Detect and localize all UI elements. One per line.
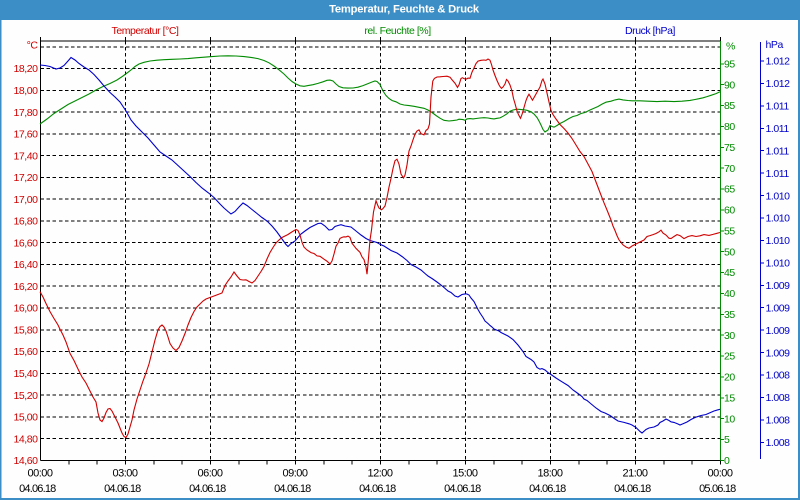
svg-text:35: 35 [724, 309, 735, 321]
svg-text:10: 10 [724, 413, 735, 425]
svg-text:50: 50 [724, 246, 735, 258]
svg-text:12:00: 12:00 [367, 468, 392, 480]
svg-text:40: 40 [724, 288, 735, 300]
svg-text:1.009: 1.009 [766, 280, 791, 292]
svg-text:15,40: 15,40 [13, 368, 38, 380]
svg-text:1.010: 1.010 [766, 213, 791, 225]
svg-text:06:00: 06:00 [197, 468, 222, 480]
svg-text:18,20: 18,20 [13, 63, 38, 75]
svg-text:Temperatur [°C]: Temperatur [°C] [112, 25, 179, 37]
svg-text:hPa: hPa [766, 39, 784, 51]
svg-text:04.06.18: 04.06.18 [529, 483, 566, 495]
svg-text:1.012: 1.012 [766, 56, 791, 68]
svg-text:45: 45 [724, 267, 735, 279]
svg-text:04.06.18: 04.06.18 [19, 483, 56, 495]
svg-text:14,80: 14,80 [13, 433, 38, 445]
svg-text:16,20: 16,20 [13, 281, 38, 293]
svg-text:25: 25 [724, 351, 735, 363]
svg-text:80: 80 [724, 121, 735, 133]
svg-text:1.009: 1.009 [766, 325, 791, 337]
svg-text:16,80: 16,80 [13, 216, 38, 228]
svg-text:17,60: 17,60 [13, 129, 38, 141]
svg-text:1.008: 1.008 [766, 392, 791, 404]
svg-text:17,40: 17,40 [13, 150, 38, 162]
svg-text:04.06.18: 04.06.18 [189, 483, 226, 495]
svg-text:15,20: 15,20 [13, 390, 38, 402]
svg-text:15,00: 15,00 [13, 412, 38, 424]
svg-text:04.06.18: 04.06.18 [614, 483, 651, 495]
svg-text:17,20: 17,20 [13, 172, 38, 184]
svg-text:1.011: 1.011 [766, 101, 790, 113]
svg-text:1.008: 1.008 [766, 370, 791, 382]
svg-text:20: 20 [724, 372, 735, 384]
svg-text:1.010: 1.010 [766, 235, 791, 247]
svg-text:18:00: 18:00 [537, 468, 562, 480]
svg-text:16,40: 16,40 [13, 259, 38, 271]
svg-text:1.012: 1.012 [766, 78, 791, 90]
svg-text:°C: °C [27, 40, 39, 52]
svg-text:21:00: 21:00 [622, 468, 647, 480]
svg-text:15: 15 [724, 393, 735, 405]
svg-text:1.009: 1.009 [766, 347, 791, 359]
svg-text:04.06.18: 04.06.18 [359, 483, 396, 495]
svg-text:16,60: 16,60 [13, 237, 38, 249]
svg-text:1.011: 1.011 [766, 145, 790, 157]
svg-text:14,60: 14,60 [13, 455, 38, 467]
svg-text:95: 95 [724, 59, 735, 71]
svg-text:65: 65 [724, 184, 735, 196]
svg-text:Temperatur, Feuchte & Druck: Temperatur, Feuchte & Druck [329, 4, 480, 16]
svg-text:1.008: 1.008 [766, 437, 791, 449]
svg-text:04.06.18: 04.06.18 [274, 483, 311, 495]
svg-text:60: 60 [724, 205, 735, 217]
svg-text:55: 55 [724, 226, 735, 238]
svg-text:00:00: 00:00 [707, 468, 732, 480]
svg-text:1.011: 1.011 [766, 168, 790, 180]
svg-text:15,60: 15,60 [13, 346, 38, 358]
svg-text:09:00: 09:00 [282, 468, 307, 480]
svg-text:15,80: 15,80 [13, 325, 38, 337]
svg-text:30: 30 [724, 330, 735, 342]
svg-text:03:00: 03:00 [112, 468, 137, 480]
svg-text:05.06.18: 05.06.18 [699, 483, 736, 495]
svg-text:1.008: 1.008 [766, 415, 791, 427]
svg-text:Druck [hPa]: Druck [hPa] [625, 25, 675, 37]
svg-text:17,80: 17,80 [13, 107, 38, 119]
svg-text:18,00: 18,00 [13, 85, 38, 97]
svg-text:1.011: 1.011 [766, 123, 790, 135]
svg-text:00:00: 00:00 [27, 468, 52, 480]
svg-text:85: 85 [724, 100, 735, 112]
svg-text:%: % [726, 41, 735, 53]
svg-text:5: 5 [724, 434, 730, 446]
svg-text:04.06.18: 04.06.18 [104, 483, 141, 495]
svg-text:75: 75 [724, 142, 735, 154]
svg-text:1.010: 1.010 [766, 258, 791, 270]
svg-text:1.009: 1.009 [766, 302, 791, 314]
svg-text:17,00: 17,00 [13, 194, 38, 206]
svg-text:rel. Feuchte [%]: rel. Feuchte [%] [364, 25, 431, 37]
svg-text:90: 90 [724, 79, 735, 91]
svg-text:70: 70 [724, 163, 735, 175]
svg-text:0: 0 [724, 455, 730, 467]
svg-text:1.010: 1.010 [766, 190, 791, 202]
svg-text:16,00: 16,00 [13, 303, 38, 315]
svg-text:04.06.18: 04.06.18 [444, 483, 481, 495]
svg-text:15:00: 15:00 [452, 468, 477, 480]
